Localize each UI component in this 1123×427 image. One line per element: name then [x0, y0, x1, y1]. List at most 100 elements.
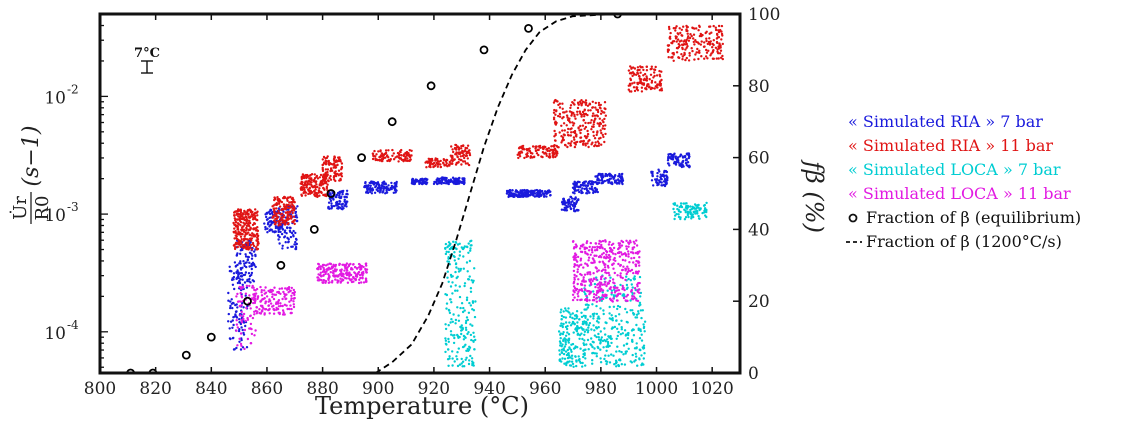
scatter-point	[584, 298, 588, 301]
scatter-point	[538, 144, 542, 148]
scatter-point	[261, 309, 264, 312]
scatter-point	[686, 205, 689, 208]
scatter-point	[580, 104, 583, 107]
scatter-point	[253, 216, 257, 220]
scatter-point	[650, 65, 653, 68]
scatter-point	[252, 286, 255, 289]
scatter-point	[291, 211, 294, 215]
scatter-point	[604, 277, 607, 280]
scatter-point	[600, 177, 604, 181]
scatter-point	[601, 127, 604, 130]
scatter-point	[605, 349, 608, 352]
scatter-point	[314, 188, 317, 191]
scatter-point	[244, 244, 247, 247]
scatter-point	[673, 203, 677, 206]
scatter-point	[292, 209, 296, 212]
scatter-point	[635, 244, 639, 247]
scatter-point	[580, 311, 583, 314]
scatter-point	[465, 328, 468, 332]
scatter-point	[325, 156, 329, 160]
scatter-point	[240, 238, 243, 241]
scatter-point	[628, 261, 631, 264]
scatter-point	[321, 183, 324, 186]
scatter-point	[685, 158, 688, 161]
scatter-point	[623, 329, 627, 332]
scatter-point	[563, 134, 566, 137]
scatter-point	[456, 306, 459, 309]
scatter-point	[673, 217, 676, 221]
scatter-point	[617, 247, 621, 250]
scatter-point	[446, 180, 449, 183]
scatter-point	[239, 348, 243, 351]
scatter-point	[564, 341, 567, 344]
scatter-point	[620, 239, 623, 243]
scatter-point	[604, 360, 608, 363]
legend-item-loca-11: « Simulated LOCA » 11 bar	[848, 184, 1071, 203]
scatter-point	[352, 263, 355, 266]
scatter-point	[584, 348, 587, 351]
scatter-point	[283, 303, 287, 306]
scatter-point	[629, 241, 632, 244]
scatter-point	[330, 204, 333, 207]
scatter-point	[326, 267, 329, 271]
scatter-point	[548, 152, 551, 156]
scatter-point	[365, 190, 369, 194]
scatter-point	[453, 336, 456, 340]
scatter-point	[272, 297, 276, 301]
scatter-point	[228, 269, 232, 273]
scatter-point	[714, 46, 718, 49]
scatter-point	[569, 313, 572, 316]
scatter-point	[572, 347, 576, 350]
scatter-point	[581, 322, 584, 326]
scatter-point	[234, 265, 237, 268]
scatter-point	[663, 184, 667, 188]
scatter-point	[651, 174, 654, 178]
scatter-point	[586, 192, 589, 195]
scatter-point	[632, 261, 635, 264]
scatter-point	[249, 226, 252, 229]
scatter-point	[611, 326, 615, 329]
scatter-point	[607, 173, 611, 176]
scatter-point	[236, 218, 239, 221]
scatter-point	[635, 86, 638, 89]
scatter-point	[699, 34, 703, 37]
scatter-point	[618, 172, 621, 176]
scatter-point	[603, 179, 607, 183]
scatter-point	[624, 267, 627, 270]
scatter-point	[253, 234, 256, 238]
scatter-point	[241, 266, 244, 269]
scatter-point	[436, 165, 439, 168]
scatter-point	[245, 284, 249, 287]
scatter-point	[658, 181, 661, 184]
scatter-point	[594, 285, 597, 289]
scatter-point	[710, 31, 713, 34]
scatter-point	[544, 145, 547, 149]
scatter-point	[385, 188, 389, 191]
scatter-point	[680, 28, 683, 31]
scatter-point	[590, 185, 594, 189]
scatter-point	[340, 190, 344, 193]
scatter-point	[601, 239, 605, 243]
scatter-point	[327, 159, 330, 163]
scatter-point	[351, 268, 354, 271]
scatter-point	[592, 324, 595, 327]
scatter-point	[292, 235, 295, 238]
scatter-point	[433, 180, 436, 184]
scatter-point	[589, 315, 592, 318]
scatter-point	[633, 292, 636, 295]
scatter-point	[617, 330, 620, 334]
scatter-point	[609, 286, 612, 289]
scatter-point	[562, 339, 565, 343]
scatter-point	[601, 180, 604, 183]
scatter-point	[242, 260, 245, 263]
scatter-point	[609, 335, 612, 339]
scatter-point	[335, 200, 339, 204]
scatter-point	[278, 311, 281, 315]
scatter-point	[660, 181, 663, 184]
scatter-point	[619, 333, 622, 336]
scatter-point	[247, 212, 250, 216]
scatter-point	[549, 194, 552, 197]
scatter-point	[719, 49, 723, 52]
scatter-point	[568, 202, 571, 205]
scatter-point	[381, 181, 385, 184]
